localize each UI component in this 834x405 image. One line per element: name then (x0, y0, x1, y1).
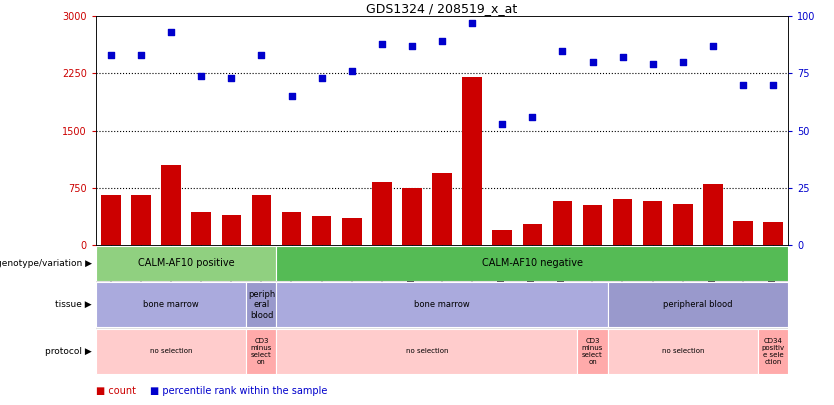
Bar (643, 201, 662, 245)
Point (585, 59, 599, 65)
Bar (613, 199, 632, 245)
Text: genotype/variation ▶: genotype/variation ▶ (0, 259, 92, 268)
Bar (577, 329, 607, 374)
Bar (607, 329, 758, 374)
Bar (758, 329, 788, 374)
Text: peripheral blood: peripheral blood (663, 300, 732, 309)
Bar (492, 230, 512, 245)
Point (164, 29, 178, 36)
Text: no selection: no selection (661, 348, 704, 354)
Bar (763, 222, 783, 245)
Bar (96, 329, 246, 374)
Point (495, 121, 509, 127)
Point (405, 43, 419, 49)
Bar (432, 173, 452, 245)
Text: bone marrow: bone marrow (414, 300, 470, 309)
Point (525, 114, 539, 120)
Bar (277, 329, 577, 374)
Bar (282, 212, 301, 245)
Point (465, 20, 479, 26)
Bar (277, 282, 607, 327)
Title: GDS1324 / 208519_x_at: GDS1324 / 208519_x_at (366, 2, 518, 15)
Bar (246, 329, 277, 374)
Point (194, 72, 208, 79)
Text: CD34
positiv
e sele
ction: CD34 positiv e sele ction (761, 338, 785, 365)
Bar (703, 184, 723, 245)
Bar (96, 245, 788, 348)
Point (315, 75, 329, 81)
Text: CD3
minus
select
on: CD3 minus select on (582, 338, 603, 365)
Point (435, 38, 449, 45)
Point (254, 52, 268, 58)
Bar (523, 224, 542, 245)
Text: no selection: no selection (150, 348, 193, 354)
Point (766, 81, 780, 88)
Point (134, 52, 148, 58)
Text: no selection: no selection (405, 348, 448, 354)
Bar (222, 215, 241, 245)
Text: bone marrow: bone marrow (143, 300, 199, 309)
Bar (402, 188, 422, 245)
Text: CALM-AF10 negative: CALM-AF10 negative (482, 258, 583, 268)
Text: CD3
minus
select
on: CD3 minus select on (251, 338, 272, 365)
Point (646, 61, 660, 68)
Bar (673, 204, 692, 245)
Bar (607, 282, 788, 327)
Bar (583, 205, 602, 245)
Point (676, 59, 690, 65)
Bar (96, 246, 277, 281)
Bar (101, 196, 121, 245)
Bar (252, 196, 271, 245)
Bar (277, 246, 788, 281)
Bar (342, 218, 361, 245)
Bar (553, 201, 572, 245)
Bar (246, 282, 277, 327)
Text: tissue ▶: tissue ▶ (55, 300, 92, 309)
Point (555, 47, 569, 54)
Bar (372, 183, 392, 245)
Point (285, 93, 299, 100)
Point (706, 43, 720, 49)
Text: ■ percentile rank within the sample: ■ percentile rank within the sample (150, 386, 328, 396)
Bar (131, 195, 151, 245)
Text: CALM-AF10 positive: CALM-AF10 positive (138, 258, 234, 268)
Point (616, 54, 630, 61)
Text: ■ count: ■ count (96, 386, 136, 396)
Point (104, 52, 118, 58)
Bar (733, 221, 753, 245)
Text: periph
eral
blood: periph eral blood (248, 290, 275, 320)
Bar (96, 282, 246, 327)
Bar (192, 212, 211, 245)
Point (224, 75, 238, 81)
Point (345, 68, 359, 75)
Point (736, 81, 750, 88)
Point (375, 40, 389, 47)
Bar (161, 165, 181, 245)
Bar (462, 77, 482, 245)
Bar (312, 216, 331, 245)
Text: protocol ▶: protocol ▶ (45, 347, 92, 356)
